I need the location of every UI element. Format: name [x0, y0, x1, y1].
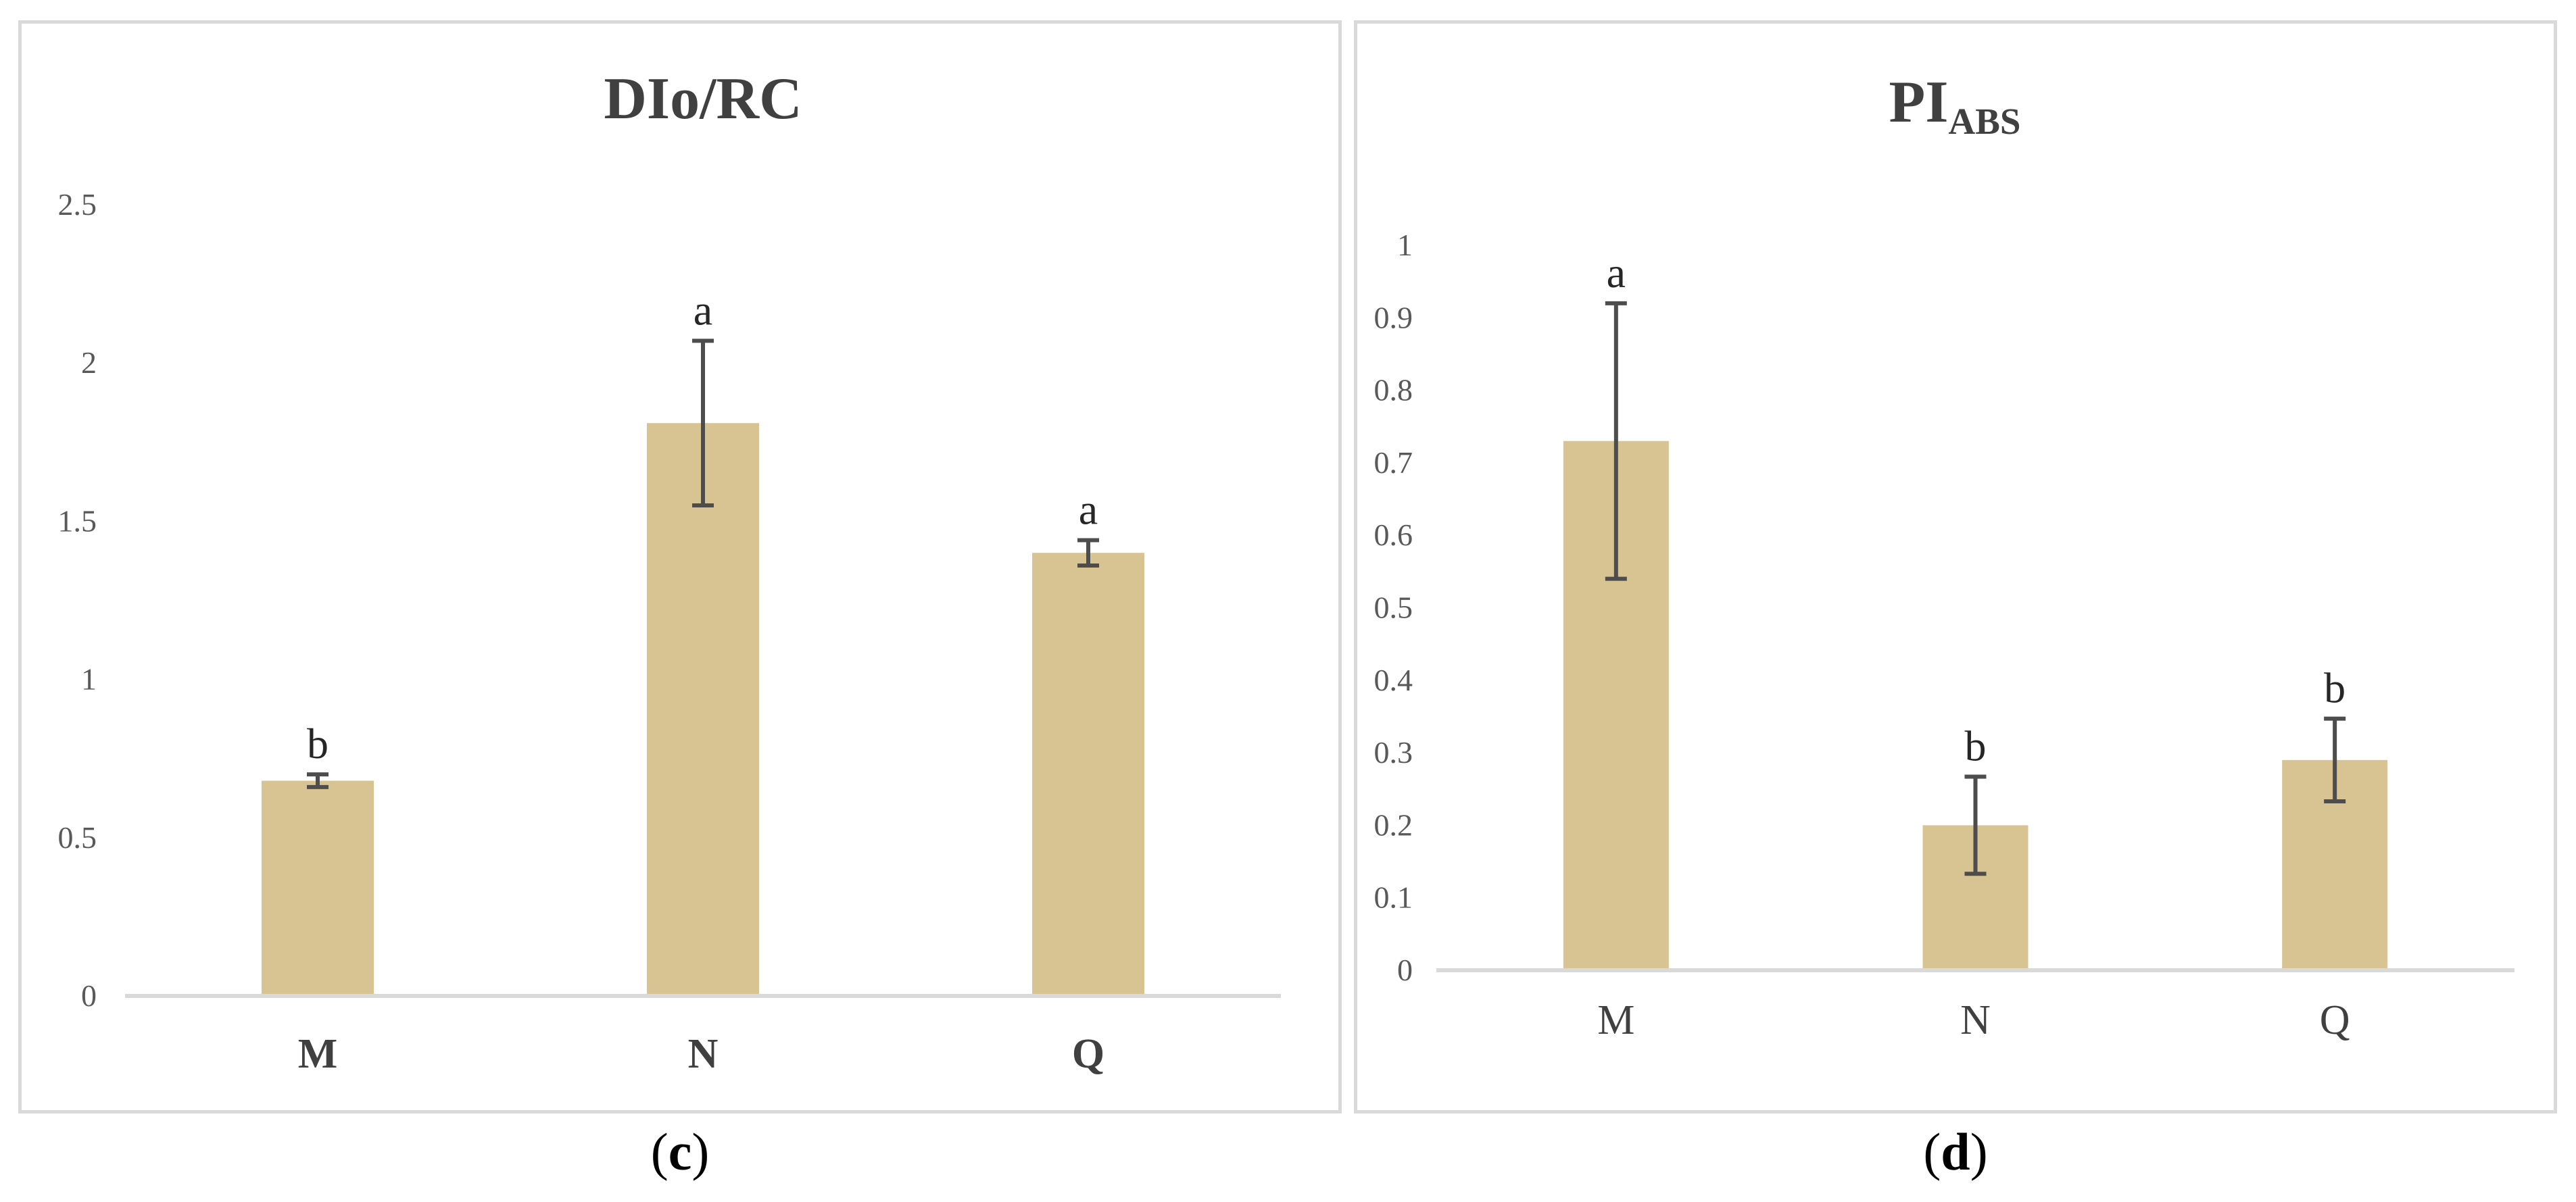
y-tick-label: 0.4 — [1374, 663, 1413, 697]
y-tick-label: 0.9 — [1374, 300, 1413, 334]
y-tick-label: 0.5 — [1374, 591, 1413, 625]
significance-letter: a — [1079, 486, 1098, 534]
figure-caption-d: (d) — [1820, 1122, 2091, 1182]
y-tick-label: 0.6 — [1374, 518, 1413, 552]
x-tick-label: N — [688, 1031, 719, 1077]
y-tick-label: 0.8 — [1374, 373, 1413, 407]
x-tick-label: M — [298, 1031, 338, 1077]
x-tick-label: Q — [1072, 1031, 1104, 1077]
chart-1: PIABS 0 0.1 0.2 0.3 0.4 0.5 0.6 0.7 0.8 0.9 1 a Mb Nb Q — [1374, 70, 2514, 1043]
caption-d-open: ( — [1923, 1122, 1941, 1181]
chart-title: DIo/RC — [604, 66, 802, 132]
y-tick-label: 0.1 — [1374, 880, 1413, 915]
caption-d-letter: d — [1941, 1122, 1970, 1181]
significance-letter: a — [1607, 249, 1626, 297]
y-tick-label: 1 — [1397, 228, 1413, 262]
significance-letter: b — [1965, 722, 1987, 770]
y-tick-label: 1.5 — [58, 503, 97, 538]
y-tick-label: 1 — [81, 662, 97, 697]
caption-c-open: ( — [650, 1122, 669, 1181]
bar — [647, 423, 759, 996]
significance-letter: a — [694, 286, 712, 334]
caption-c-close: ) — [691, 1122, 710, 1181]
x-tick-label: N — [1960, 997, 1991, 1043]
caption-d-close: ) — [1970, 1122, 1988, 1181]
y-tick-label: 0.7 — [1374, 445, 1413, 480]
y-tick-label: 2 — [81, 345, 97, 380]
significance-letter: b — [307, 720, 329, 768]
x-tick-label: Q — [2320, 997, 2350, 1043]
caption-c-letter: c — [668, 1122, 692, 1181]
y-tick-label: 0.2 — [1374, 807, 1413, 842]
bar — [1032, 553, 1144, 996]
y-tick-label: 2.5 — [58, 187, 97, 222]
y-tick-label: 0 — [1397, 953, 1413, 987]
chart-0: DIo/RC 0 0.5 1 1.5 2 2.5 b Ma Na Q — [58, 66, 1281, 1077]
x-tick-label: M — [1597, 997, 1634, 1043]
figure-caption-c: (c) — [545, 1122, 815, 1182]
bar — [262, 780, 374, 996]
y-tick-label: 0 — [81, 978, 97, 1013]
chart-title: PIABS — [1889, 70, 2021, 142]
significance-letter: b — [2324, 664, 2346, 712]
y-tick-label: 0.5 — [58, 820, 97, 855]
y-tick-label: 0.3 — [1374, 735, 1413, 770]
